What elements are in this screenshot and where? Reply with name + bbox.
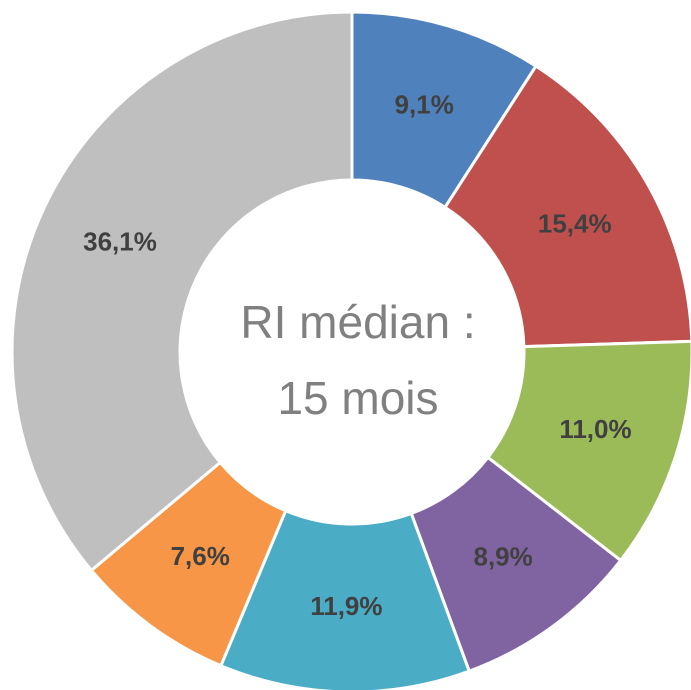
value-label: 7,6% [171, 541, 230, 571]
value-label: 11,0% [559, 414, 631, 444]
slice [443, 64, 691, 349]
value-label: 15,4% [538, 209, 612, 239]
slice [218, 508, 472, 690]
value-label: 36,1% [83, 227, 157, 257]
value-label: 8,9% [473, 542, 532, 572]
value-label: 9,1% [395, 89, 454, 119]
center-text: RI médian : [240, 296, 475, 348]
center-text: 15 mois [277, 372, 438, 424]
slice [485, 339, 691, 563]
value-label: 11,9% [310, 591, 382, 621]
slice [10, 10, 354, 573]
